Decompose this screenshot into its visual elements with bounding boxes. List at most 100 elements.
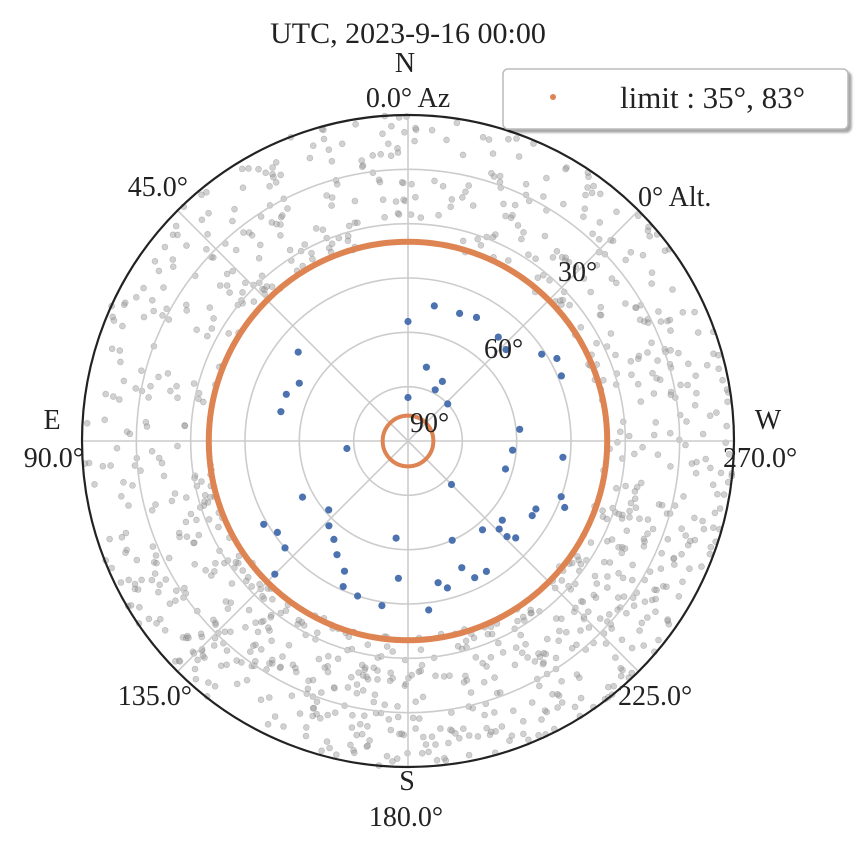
background-star xyxy=(229,267,236,275)
background-star xyxy=(494,639,502,647)
background-star xyxy=(479,659,487,667)
background-star xyxy=(667,388,675,396)
background-star xyxy=(447,726,454,734)
background-star xyxy=(518,235,525,243)
background-star xyxy=(458,194,466,201)
background-star xyxy=(260,617,267,625)
background-star xyxy=(499,649,507,656)
background-star xyxy=(618,515,626,522)
background-star xyxy=(418,661,426,669)
background-star xyxy=(133,556,141,564)
background-star xyxy=(627,357,635,365)
background-star xyxy=(636,316,644,324)
background-star xyxy=(292,664,299,672)
background-star xyxy=(562,628,570,636)
background-star xyxy=(549,254,557,261)
background-star xyxy=(153,619,160,627)
background-star xyxy=(359,672,367,679)
background-star xyxy=(363,673,370,681)
background-star xyxy=(208,572,215,579)
background-star xyxy=(514,222,522,229)
background-star xyxy=(612,279,620,287)
background-star xyxy=(651,586,658,594)
background-star xyxy=(398,179,406,186)
background-star xyxy=(600,558,608,566)
background-star xyxy=(558,615,565,623)
background-star xyxy=(670,554,678,562)
background-star xyxy=(300,622,308,629)
background-star xyxy=(321,664,329,671)
background-star xyxy=(323,192,331,199)
background-star xyxy=(255,254,263,262)
background-star xyxy=(617,664,625,672)
background-star xyxy=(702,455,710,463)
background-star xyxy=(709,481,717,489)
background-star xyxy=(552,615,560,622)
background-star xyxy=(615,543,622,551)
background-star xyxy=(445,739,452,747)
background-star xyxy=(354,219,361,227)
background-star xyxy=(310,704,318,712)
selected-star xyxy=(325,522,333,530)
background-star xyxy=(316,714,324,722)
background-star xyxy=(432,672,439,680)
background-star xyxy=(308,249,315,257)
selected-star xyxy=(456,309,464,317)
background-star xyxy=(257,213,265,220)
background-star xyxy=(212,619,219,627)
background-star xyxy=(720,491,728,498)
background-star xyxy=(555,637,563,645)
background-star xyxy=(309,704,317,712)
background-star xyxy=(162,576,170,583)
background-star xyxy=(667,391,675,399)
background-star xyxy=(317,689,325,696)
background-star xyxy=(160,284,167,291)
background-star xyxy=(698,563,705,570)
background-star xyxy=(399,179,407,187)
background-star xyxy=(484,630,492,638)
background-star xyxy=(531,658,539,665)
background-star xyxy=(264,720,272,728)
background-star xyxy=(338,140,346,148)
background-star xyxy=(123,428,131,436)
background-star xyxy=(618,636,626,644)
background-star xyxy=(694,329,702,336)
background-star xyxy=(570,608,578,616)
background-star xyxy=(387,726,395,734)
axis-labels: N 0.0° Az 45.0° E 90.0° 135.0° S 180.0° 225.0° W 2… xyxy=(24,48,797,833)
background-star xyxy=(646,568,654,576)
background-star xyxy=(699,430,707,438)
background-star xyxy=(204,332,211,340)
background-star xyxy=(255,165,262,173)
selected-star xyxy=(281,544,289,552)
background-star xyxy=(344,684,352,691)
background-star xyxy=(632,304,639,311)
background-star xyxy=(313,629,321,637)
selected-star xyxy=(472,313,481,321)
background-star xyxy=(580,213,587,220)
background-star xyxy=(711,509,719,517)
background-star xyxy=(394,145,401,152)
background-star xyxy=(500,200,507,208)
background-star xyxy=(615,510,623,518)
background-star xyxy=(725,450,733,458)
background-star xyxy=(485,136,493,143)
selected-star xyxy=(502,346,510,354)
background-star xyxy=(684,381,691,389)
selected-star xyxy=(448,536,456,544)
background-star xyxy=(212,559,219,567)
background-star xyxy=(634,212,642,220)
alt-label-60: 60° xyxy=(484,334,523,365)
background-star xyxy=(179,634,187,641)
background-star xyxy=(627,249,635,256)
background-star xyxy=(665,620,673,628)
selected-star xyxy=(430,302,438,310)
background-star xyxy=(409,714,417,722)
background-star xyxy=(670,561,678,568)
background-star xyxy=(110,317,118,324)
background-star xyxy=(628,371,635,379)
background-star xyxy=(472,653,480,661)
background-star xyxy=(715,351,722,359)
background-star xyxy=(492,231,499,238)
background-star xyxy=(710,524,717,532)
